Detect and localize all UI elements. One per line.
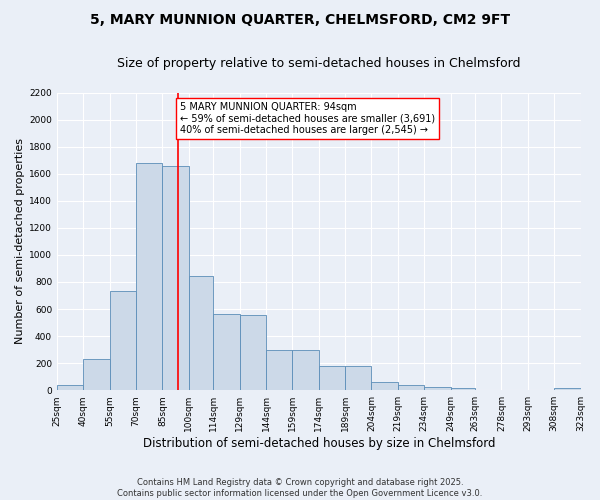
Bar [292,350,319,390]
Bar [266,350,292,390]
Text: 5, MARY MUNNION QUARTER, CHELMSFORD, CM2 9FT: 5, MARY MUNNION QUARTER, CHELMSFORD, CM2… [90,12,510,26]
Bar [110,292,136,390]
Bar [189,276,214,390]
Bar [424,387,451,390]
Bar [319,366,345,390]
Title: Size of property relative to semi-detached houses in Chelmsford: Size of property relative to semi-detach… [117,58,521,70]
Text: 5 MARY MUNNION QUARTER: 94sqm
← 59% of semi-detached houses are smaller (3,691)
: 5 MARY MUNNION QUARTER: 94sqm ← 59% of s… [180,102,435,135]
Text: Contains HM Land Registry data © Crown copyright and database right 2025.
Contai: Contains HM Land Registry data © Crown c… [118,478,482,498]
Bar [398,386,424,390]
X-axis label: Distribution of semi-detached houses by size in Chelmsford: Distribution of semi-detached houses by … [143,437,495,450]
Bar [214,314,240,390]
Bar [163,166,189,390]
Bar [554,388,581,390]
Bar [136,163,163,390]
Bar [57,385,83,390]
Bar [451,388,475,390]
Y-axis label: Number of semi-detached properties: Number of semi-detached properties [15,138,25,344]
Bar [345,366,371,390]
Bar [240,315,266,390]
Bar [83,359,110,390]
Bar [371,382,398,390]
